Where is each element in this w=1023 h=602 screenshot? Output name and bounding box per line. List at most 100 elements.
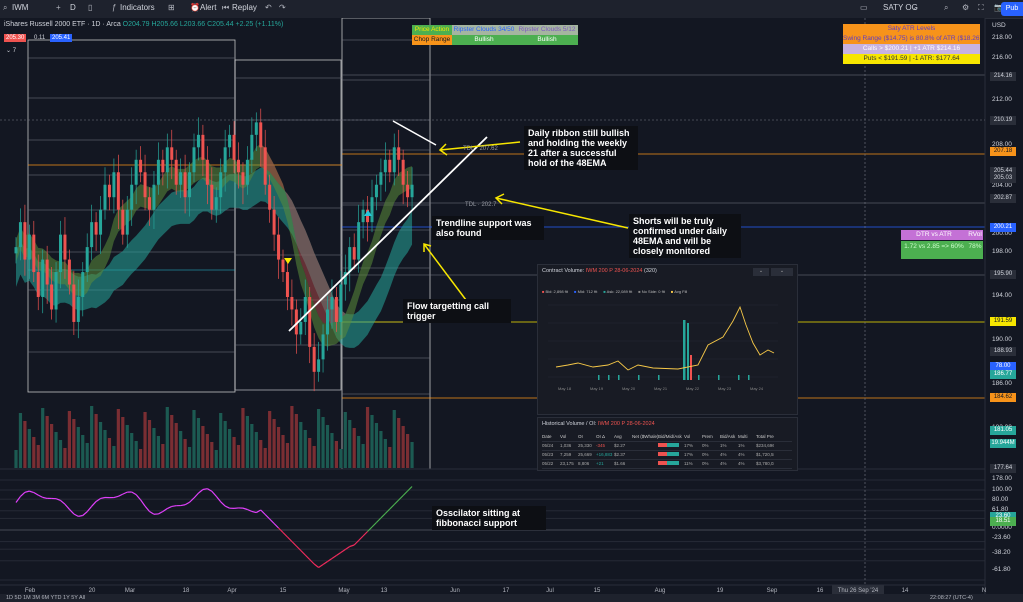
legend-chip-blue: 205.41: [50, 34, 73, 42]
price-tag: 18.51: [990, 517, 1016, 526]
legend-collapse-count[interactable]: ⌄ 7: [6, 48, 17, 54]
price-tag: 210.19: [990, 116, 1016, 125]
historical-table: Date Vol OI OI Δ Avg Net ($Whale) Bid/Mid/Ask V…: [542, 433, 792, 469]
oscillator-line: [86, 505, 93, 513]
volume-bar: [259, 440, 263, 468]
top-toolbar: ⌕ IWM + D ▯ ƒ Indicators ⊞ ⏰ Alert ⏮ Rep…: [0, 0, 1023, 19]
undo-icon[interactable]: ↶: [265, 3, 272, 12]
oscillator-line: [384, 508, 391, 514]
candle-body: [148, 197, 151, 210]
candle-body: [401, 159, 405, 185]
chevron-down-icon[interactable]: ⌄: [912, 3, 919, 12]
table-cell: 25,330: [578, 443, 592, 448]
volume-bar: [245, 416, 249, 468]
candle-body: [125, 209, 129, 235]
price-tick-label: 0.0000: [992, 524, 1012, 531]
ema-clouds: [16, 143, 413, 348]
table-cell: 25,669: [578, 452, 592, 457]
table-cell: 4%: [738, 452, 745, 457]
candle-body: [388, 159, 392, 173]
volume-bar: [361, 444, 365, 468]
volume-bar: [294, 414, 298, 468]
time-tick-label: 14: [902, 588, 909, 594]
indicators-button[interactable]: Indicators: [120, 3, 155, 12]
candle-body: [263, 147, 267, 185]
candle-body: [85, 247, 89, 273]
symbol-legend[interactable]: iShares Russell 2000 ETF · 1D · Arca O20…: [4, 21, 283, 28]
annotation-oscillator: Osscilator sitting at fibbonacci support: [432, 506, 546, 530]
candle-body: [27, 234, 31, 260]
time-cursor-bg: [832, 585, 884, 594]
alert-icon[interactable]: ⏰: [190, 3, 200, 12]
oscillator-line: [247, 508, 253, 513]
clock: 22:08:27 (UTC-4): [930, 595, 973, 601]
oscillator-line: [291, 541, 297, 547]
time-tick-label: 16: [817, 588, 824, 594]
candle-body: [343, 272, 347, 285]
table-cell: 0%: [702, 452, 709, 457]
table-cell: 7,259: [560, 452, 572, 457]
add-symbol-icon[interactable]: +: [56, 3, 61, 12]
oscillator-line: [162, 508, 168, 513]
gear-icon[interactable]: ⚙: [962, 3, 970, 12]
search-icon[interactable]: ⌕: [3, 3, 8, 12]
contract-volume-heading: Contract Volume:: [542, 268, 586, 274]
volume-bar: [365, 407, 370, 468]
volume-bar: [201, 426, 205, 468]
replay-button[interactable]: Replay: [232, 3, 257, 12]
replay-icon[interactable]: ⏮: [222, 3, 230, 12]
inset-range-dropdown[interactable]: ⌄: [771, 268, 793, 276]
candle-body: [245, 159, 249, 185]
oscillator-line: [260, 509, 266, 515]
volume-bar: [223, 421, 227, 468]
oscillator-line: [313, 563, 319, 568]
trendline-support[interactable]: [288, 136, 488, 332]
oscillator-line: [193, 492, 199, 499]
volume-bar: [232, 437, 236, 468]
price-tick-label: 200.00: [992, 230, 1012, 237]
contract-volume-symbol: IWM 200 P 28-06-2024: [585, 268, 643, 274]
table-cell: $1.66: [614, 461, 626, 466]
candle-body: [214, 197, 218, 210]
redo-icon[interactable]: ↷: [279, 3, 286, 12]
contract-volume-title: Contract Volume: IWM 200 P 28-06-2024 (3…: [542, 268, 657, 274]
bar-type-icon[interactable]: ▯: [88, 3, 93, 12]
layout-icon[interactable]: ▭: [860, 3, 868, 12]
indicators-icon[interactable]: ƒ: [112, 3, 117, 12]
volume-bar: [45, 416, 49, 468]
oscillator-line: [287, 536, 293, 542]
candle-body: [317, 359, 321, 372]
quick-search-icon[interactable]: ⌕: [944, 3, 949, 12]
volume-bar: [125, 425, 129, 468]
inset-volume-bar: [638, 375, 640, 380]
layout-name[interactable]: SATY OG: [883, 3, 918, 12]
oscillator-line: [220, 501, 226, 507]
camera-icon[interactable]: 📷: [994, 3, 1004, 12]
price-tag: 186.77: [990, 370, 1016, 379]
fullscreen-icon[interactable]: ⛶: [978, 3, 984, 12]
table-cell: 4%: [720, 452, 727, 457]
symbol-search[interactable]: IWM: [12, 3, 29, 12]
inset-chevron-icon[interactable]: ⌄: [753, 268, 769, 276]
volume-bar: [170, 415, 174, 468]
inset-date-label: May 23: [718, 386, 732, 391]
oscillator-line: [135, 494, 142, 501]
volume-bar: [98, 422, 103, 468]
interval-button[interactable]: D: [70, 3, 76, 12]
price-tag: 214.16: [990, 72, 1016, 81]
candle-body: [241, 172, 245, 185]
oscillator-line: [158, 510, 164, 515]
candle-body: [250, 134, 254, 160]
candle-body: [76, 296, 80, 322]
alert-button[interactable]: Alert: [200, 3, 217, 12]
inset-avg-fill-line: [555, 305, 775, 371]
inset-volume-bar: [683, 320, 686, 380]
volume-bar: [107, 438, 112, 468]
table-cell: $2.27: [614, 443, 626, 448]
publish-button[interactable]: Pub: [1001, 2, 1023, 16]
oscillator-line: [376, 517, 382, 523]
period-buttons[interactable]: 1D 5D 1M 3M 6M YTD 1Y 5Y All: [6, 595, 86, 601]
volume-bar: [276, 427, 281, 468]
trendline-resistance[interactable]: [392, 120, 437, 146]
templates-icon[interactable]: ⊞: [168, 3, 175, 12]
